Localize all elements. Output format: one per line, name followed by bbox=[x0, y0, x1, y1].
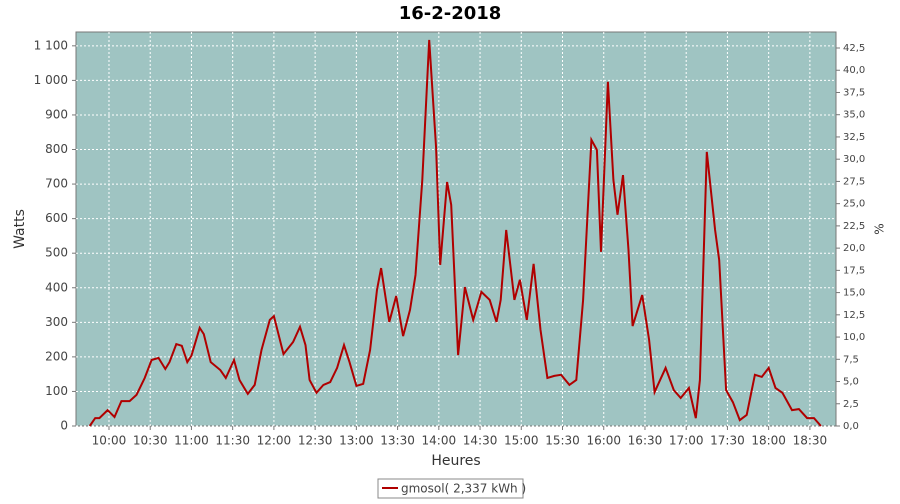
x-tick-label: 10:00 bbox=[92, 434, 127, 448]
x-tick-label: 14:00 bbox=[422, 434, 457, 448]
y-tick-label: 500 bbox=[45, 246, 68, 260]
data-line bbox=[88, 39, 822, 427]
x-tick-label: 11:00 bbox=[174, 434, 209, 448]
x-tick-label: 10:30 bbox=[133, 434, 168, 448]
y-tick-label: 800 bbox=[45, 142, 68, 156]
y-tick-label: 100 bbox=[45, 384, 68, 398]
x-tick-label: 13:30 bbox=[380, 434, 415, 448]
y2-tick-label: 42,5 bbox=[843, 43, 865, 54]
x-tick-label: 13:00 bbox=[339, 434, 374, 448]
y2-tick-label: 30,0 bbox=[843, 154, 865, 165]
y2-tick-label: 32,5 bbox=[843, 132, 865, 143]
y-axis-label: Watts bbox=[12, 209, 28, 249]
x-tick-label: 14:30 bbox=[463, 434, 498, 448]
x-tick-label: 11:30 bbox=[215, 434, 250, 448]
x-tick-label: 17:30 bbox=[710, 434, 745, 448]
y2-tick-label: 10,0 bbox=[843, 332, 865, 343]
chart-title: 16-2-2018 bbox=[399, 3, 502, 24]
y2-tick-label: 15,0 bbox=[843, 288, 865, 299]
x-tick-label: 16:30 bbox=[628, 434, 663, 448]
legend-label: gmosol( 2,337 kWh ) bbox=[401, 482, 526, 496]
y2-tick-label: 22,5 bbox=[843, 221, 865, 232]
y-tick-label: 1 000 bbox=[34, 73, 68, 87]
y-tick-label: 300 bbox=[45, 315, 68, 329]
y2-tick-label: 27,5 bbox=[843, 176, 865, 187]
x-tick-label: 17:00 bbox=[669, 434, 704, 448]
y-tick-label: 0 bbox=[60, 419, 68, 433]
y2-tick-label: 35,0 bbox=[843, 110, 865, 121]
x-tick-label: 15:30 bbox=[545, 434, 580, 448]
x-axis-label: Heures bbox=[431, 453, 480, 469]
y-tick-label: 1 100 bbox=[34, 38, 68, 52]
plot-area bbox=[75, 31, 837, 427]
y-tick-label: 200 bbox=[45, 349, 68, 363]
y2-tick-label: 37,5 bbox=[843, 87, 865, 98]
x-tick-label: 15:00 bbox=[504, 434, 539, 448]
x-tick-label: 12:30 bbox=[298, 434, 333, 448]
y2-tick-label: 40,0 bbox=[843, 65, 865, 76]
y-tick-label: 600 bbox=[45, 211, 68, 225]
y2-tick-label: 5,0 bbox=[843, 377, 859, 388]
x-tick-label: 12:00 bbox=[257, 434, 292, 448]
y2-tick-label: 12,5 bbox=[843, 310, 865, 321]
y2-axis-label: % bbox=[873, 223, 887, 234]
y2-tick-label: 20,0 bbox=[843, 243, 865, 254]
y-tick-label: 400 bbox=[45, 280, 68, 294]
legend-box bbox=[377, 478, 524, 499]
x-tick-label: 18:30 bbox=[793, 434, 828, 448]
x-tick-label: 18:00 bbox=[751, 434, 786, 448]
y2-tick-label: 25,0 bbox=[843, 199, 865, 210]
y2-tick-label: 7,5 bbox=[843, 354, 859, 365]
y2-tick-label: 17,5 bbox=[843, 265, 865, 276]
y-tick-label: 700 bbox=[45, 177, 68, 191]
x-tick-label: 16:00 bbox=[586, 434, 621, 448]
y-tick-label: 900 bbox=[45, 107, 68, 121]
y2-tick-label: 0,0 bbox=[843, 421, 859, 432]
y2-tick-label: 2,5 bbox=[843, 399, 859, 410]
